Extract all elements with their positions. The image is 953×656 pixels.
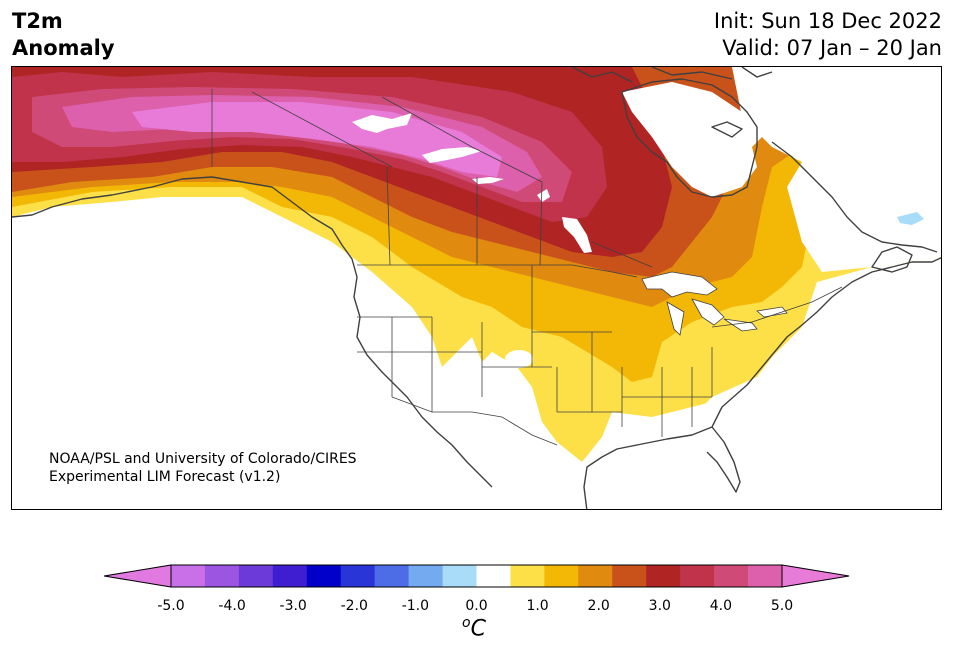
colorbar-bin bbox=[646, 565, 681, 587]
coast-alaska-pacific bbox=[12, 176, 493, 488]
border-provinces bbox=[251, 91, 653, 268]
anomaly-band-pink bbox=[132, 102, 502, 177]
negative-anomaly-patch bbox=[897, 212, 924, 225]
lake-great-slave bbox=[422, 147, 482, 163]
colorbar-bin bbox=[748, 565, 783, 587]
border-us-states bbox=[357, 265, 713, 437]
colorbar-unit: oC bbox=[462, 615, 486, 641]
coast-atlantic bbox=[711, 257, 941, 428]
colorbar-tick-label: -1.0 bbox=[401, 598, 430, 614]
colorbar-bin bbox=[238, 565, 274, 587]
coast-arctic-islands bbox=[571, 67, 773, 138]
colorbar-bin bbox=[714, 565, 749, 587]
valid-range: Valid: 07 Jan – 20 Jan bbox=[722, 36, 942, 60]
lake-reindeer bbox=[537, 189, 550, 202]
lake-great-bear bbox=[352, 113, 412, 133]
neutral-area-northeast bbox=[732, 67, 941, 272]
unit-degree: o bbox=[462, 615, 471, 631]
colorbar-bins bbox=[171, 565, 783, 587]
colorbar-tick-label: 2.0 bbox=[587, 598, 610, 614]
map-canvas bbox=[12, 67, 941, 509]
colorbar-tick-label: -4.0 bbox=[218, 598, 246, 614]
borders bbox=[211, 89, 843, 446]
colorbar-bin bbox=[680, 565, 715, 587]
colorbar bbox=[104, 564, 850, 588]
neutral-area-hudson bbox=[622, 82, 772, 197]
colorbar-outline bbox=[170, 564, 783, 588]
map-title: T2m Anomaly bbox=[12, 8, 115, 62]
colorbar-tick-label: -2.0 bbox=[340, 598, 368, 614]
coast-mexico-gulf bbox=[583, 426, 713, 509]
forecast-dates: Init: Sun 18 Dec 2022 Valid: 07 Jan – 20… bbox=[714, 8, 942, 62]
colorbar-bin bbox=[408, 565, 443, 587]
title-line-1: T2m bbox=[12, 9, 63, 33]
colorbar-bin bbox=[612, 565, 647, 587]
coast-hudson-bay bbox=[621, 78, 758, 198]
neutral-spot-southwest bbox=[505, 350, 533, 368]
credit-line-1: NOAA/PSL and University of Colorado/CIRE… bbox=[49, 451, 357, 467]
credit-text: NOAA/PSL and University of Colorado/CIRE… bbox=[49, 450, 357, 486]
colorbar-tick-label: 5.0 bbox=[770, 598, 794, 614]
colorbar-tick-label: 0.0 bbox=[465, 598, 488, 614]
border-us-canada bbox=[357, 264, 843, 328]
colorbar-bin bbox=[442, 565, 477, 587]
coast-florida bbox=[706, 426, 741, 493]
colorbar-bin bbox=[578, 565, 613, 587]
neutral-area-west bbox=[12, 207, 587, 509]
unit-letter: C bbox=[470, 616, 486, 642]
colorbar-bin bbox=[306, 565, 342, 587]
colorbar-extend-low bbox=[104, 564, 172, 588]
great-lakes bbox=[641, 271, 788, 336]
colorbar-tick-label: 3.0 bbox=[648, 598, 671, 614]
border-us-mexico bbox=[391, 396, 558, 446]
lake-athabasca bbox=[472, 177, 504, 184]
coastlines bbox=[12, 67, 941, 509]
colorbar-bin bbox=[171, 565, 206, 587]
coast-newfoundland bbox=[871, 246, 913, 273]
colorbar-bin bbox=[340, 565, 376, 587]
colorbar-bin bbox=[204, 565, 240, 587]
lake-winnipeg bbox=[562, 217, 592, 253]
colorbar-bin bbox=[510, 565, 545, 587]
neutral-area-southeast bbox=[587, 287, 941, 509]
colorbar-tick-label: 1.0 bbox=[526, 598, 549, 614]
credit-line-2: Experimental LIM Forecast (v1.2) bbox=[49, 469, 281, 485]
colorbar-bin bbox=[374, 565, 410, 587]
colorbar-tick-label: 4.0 bbox=[709, 598, 733, 614]
coast-labrador bbox=[771, 141, 938, 253]
colorbar-tick-label: -3.0 bbox=[279, 598, 307, 614]
colorbar-tick-label: -5.0 bbox=[157, 598, 185, 614]
colorbar-bin bbox=[272, 565, 308, 587]
colorbar-bin bbox=[544, 565, 579, 587]
init-date: Init: Sun 18 Dec 2022 bbox=[713, 9, 942, 33]
anomaly-map bbox=[11, 66, 942, 510]
colorbar-bin bbox=[476, 565, 511, 587]
title-line-2: Anomaly bbox=[12, 36, 115, 60]
colorbar-extend-high bbox=[781, 564, 850, 588]
